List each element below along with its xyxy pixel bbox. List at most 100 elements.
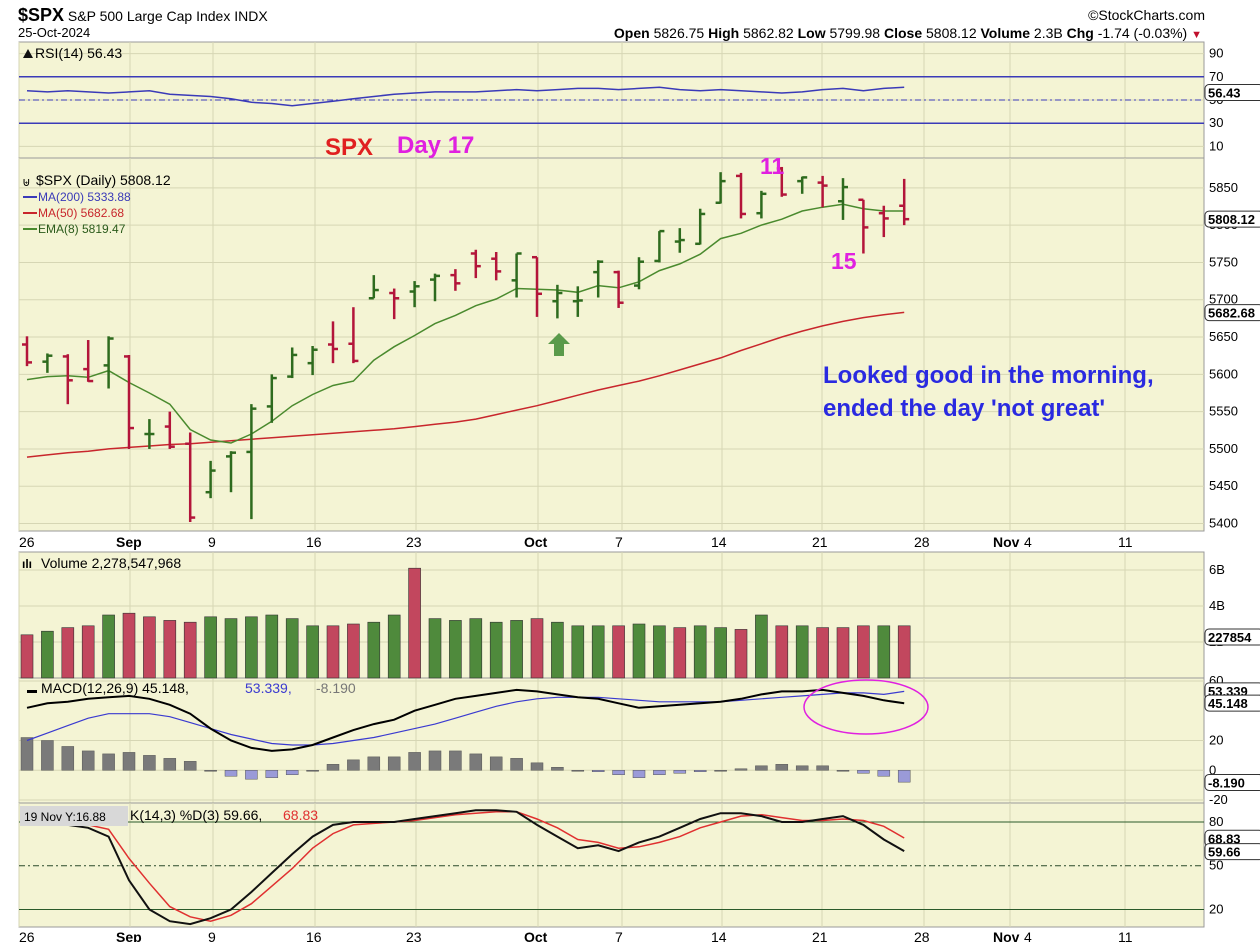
volume-bar (591, 625, 605, 679)
y-tick-label: -20 (1209, 792, 1228, 807)
volume-bar (795, 625, 809, 679)
volume-bar (408, 567, 421, 679)
count-15-annotation: 15 (831, 248, 857, 274)
x-axis-label-bottom: 23 (406, 929, 422, 942)
macd-hist-value-label-box (1204, 773, 1260, 791)
macd-histogram-bar (612, 770, 625, 775)
macd-histogram-bar (571, 770, 585, 772)
macd-histogram-bar (897, 770, 911, 783)
up-arrow-icon (548, 333, 570, 356)
ohlc-bar (368, 275, 379, 300)
y-tick-label: 5450 (1209, 478, 1238, 493)
ohlc-bar (226, 451, 236, 493)
high-value: 5862.82 (743, 25, 794, 41)
macd-histogram-bar (224, 770, 238, 777)
macd-histogram-bar (326, 764, 340, 771)
volume-bar (734, 629, 748, 679)
macd-histogram-bar (61, 746, 75, 771)
x-axis-label: 16 (306, 534, 322, 550)
macd-histogram-bar (285, 770, 299, 775)
ohlc-bar (532, 255, 542, 317)
exchange-label: INDX (234, 8, 268, 24)
y-tick-label: 20 (1209, 733, 1223, 748)
volume-bar (489, 621, 503, 679)
legend-label: MA(200) 5333.88 (38, 190, 131, 204)
volume-bar (428, 618, 442, 679)
macd-histogram-bar (836, 770, 850, 772)
x-axis-label-bottom: Nov (993, 929, 1020, 942)
x-axis-label-bottom: Sep (116, 929, 142, 942)
macd-histogram-bar (20, 737, 34, 771)
x-axis-label: Sep (116, 534, 142, 550)
x-axis-label: 14 (711, 534, 727, 550)
volume-bar (122, 612, 136, 679)
volume-bar (285, 618, 299, 679)
y-tick-label: 80 (1209, 814, 1223, 829)
x-axis-label-bottom: 9 (208, 929, 216, 942)
y-tick-label: 5700 (1209, 292, 1238, 307)
volume-value-label: 227854 (1208, 630, 1252, 645)
candle-icon: ⊎ (22, 175, 31, 189)
volume-bar (326, 625, 340, 679)
rsi-value-label-box (1204, 84, 1260, 102)
macd-histogram-bar (632, 770, 646, 778)
ohlc-bar (511, 252, 522, 298)
volume-bar (755, 614, 768, 679)
volume-bar (714, 627, 727, 679)
note-line-1: Looked good in the morning, (823, 362, 1154, 389)
stoch-title: K(14,3) %D(3) 59.66, (130, 807, 262, 823)
price-title: $SPX (Daily) 5808.12 (36, 172, 171, 188)
macd-histogram-bar (163, 758, 177, 771)
volume-bar (857, 625, 870, 679)
y-tick-label: 5750 (1209, 254, 1238, 269)
right-axis-area (1206, 42, 1260, 942)
ohlc-bar (328, 321, 338, 364)
volume-bar (673, 627, 687, 679)
ohlc-bar (491, 251, 502, 281)
x-axis-label-bottom: 4 (1024, 929, 1032, 942)
volume-bar (469, 618, 483, 679)
macd-histogram-bar (510, 758, 523, 771)
spx-annotation: SPX (325, 134, 373, 161)
stoch-d-text: 68.83 (283, 807, 318, 823)
ohlc-bar (103, 336, 114, 389)
volume-panel (18, 551, 1205, 679)
volume-value-label-box (1204, 628, 1260, 646)
volume-bar (102, 614, 115, 679)
volume-bar (693, 625, 707, 679)
x-axis-label: 7 (615, 534, 623, 550)
ohlc-bar (817, 175, 828, 208)
volume-bar (530, 618, 544, 679)
x-axis-label-bottom: 14 (711, 929, 727, 942)
chart-header: $SPX S&P 500 Large Cap Index INDX ©Stock… (0, 0, 1260, 42)
ohlc-bar (470, 249, 481, 279)
macd-histogram-bar (245, 770, 258, 780)
change-value: -1.74 (-0.03%) (1097, 25, 1188, 41)
brand-label[interactable]: ©StockCharts.com (1088, 7, 1205, 23)
macd-icon: ▬ (27, 685, 37, 696)
macd-value-label: 45.148 (1208, 696, 1248, 711)
volume-bars-icon: ılı (22, 557, 32, 571)
stochastic-panel (18, 802, 1205, 928)
macd-histogram-bar (81, 750, 95, 771)
ohlc-bar (552, 284, 563, 319)
ohlc-bar (348, 307, 359, 364)
macd-histogram-bar (857, 770, 870, 774)
rsi-triangle-icon (23, 49, 33, 58)
macd-histogram-bar (714, 770, 727, 772)
y-tick-label: 5550 (1209, 404, 1238, 419)
ohlc-bar (62, 354, 73, 405)
ohlc-bar (307, 345, 318, 376)
y-tick-label: 5850 (1209, 180, 1238, 195)
ticker-symbol[interactable]: $SPX (18, 5, 65, 25)
macd-histogram-bar (265, 770, 279, 778)
volume-bar (510, 620, 523, 679)
count-11-annotation: 11 (760, 153, 785, 179)
y-tick-label: 90 (1209, 46, 1223, 61)
note-line-2: ended the day 'not great' (823, 395, 1105, 422)
volume-bar (143, 616, 156, 679)
rsi-line (26, 86, 905, 107)
volume-bar (163, 620, 177, 679)
y-tick-label: 50 (1209, 858, 1223, 873)
x-axis-label-bottom: 16 (306, 929, 322, 942)
